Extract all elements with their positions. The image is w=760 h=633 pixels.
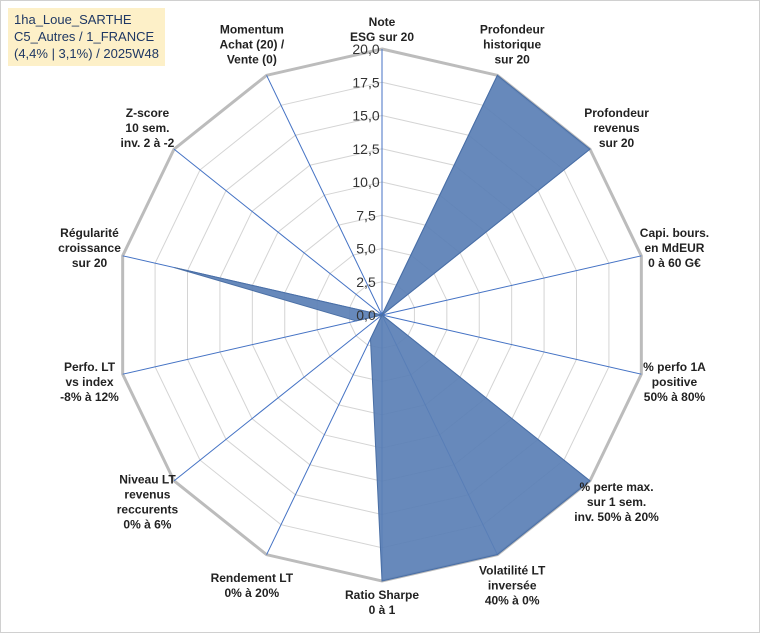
axis-label-line: Volatilité LT bbox=[479, 563, 546, 577]
axis-label-line: Niveau LT bbox=[119, 473, 176, 487]
axis-label-line: 10 sem. bbox=[125, 121, 169, 135]
axis-label-line: Profondeur bbox=[584, 106, 649, 120]
axis-label: Rendement LT0% à 20% bbox=[211, 571, 294, 600]
tick-label: 20,0 bbox=[352, 41, 379, 57]
axis-label-line: Note bbox=[369, 15, 396, 29]
tick-label: 12,5 bbox=[352, 141, 379, 157]
axis-label-line: Capi. bours. bbox=[640, 226, 709, 240]
radar-tick-labels: 0,0 2,5 5,0 7,5 10,0 12,5 15,0 17,5 20,0 bbox=[352, 41, 379, 323]
axis-label-line: Profondeur bbox=[480, 23, 545, 37]
axis-label-line: inversée bbox=[488, 578, 537, 592]
axis-label-line: Vente (0) bbox=[227, 53, 277, 67]
info-line-stats: (4,4% | 3,1%) / 2025W48 bbox=[14, 46, 160, 61]
tick-label: 15,0 bbox=[352, 108, 379, 124]
axis-label-line: sur 20 bbox=[494, 53, 530, 67]
axis-label-line: historique bbox=[483, 38, 541, 52]
axis-spoke bbox=[266, 75, 383, 316]
axis-spoke bbox=[173, 148, 383, 316]
axis-label-line: -8% à 12% bbox=[60, 390, 119, 404]
axis-label-line: en MdEUR bbox=[644, 241, 704, 255]
tick-label: 17,5 bbox=[352, 74, 379, 90]
fund-info-box: 1ha_Loue_SARTHE C5_Autres / 1_FRANCE (4,… bbox=[8, 8, 166, 66]
axis-label-line: ESG sur 20 bbox=[350, 30, 414, 44]
axis-label-line: 0 à 60 G€ bbox=[648, 256, 701, 270]
axis-label-line: 0% à 6% bbox=[123, 518, 171, 532]
tick-label: 5,0 bbox=[356, 241, 376, 257]
axis-label-line: 40% à 0% bbox=[485, 593, 540, 607]
tick-label: 2,5 bbox=[356, 274, 376, 290]
info-line-name: 1ha_Loue_SARTHE bbox=[14, 12, 132, 27]
axis-label-line: Perfo. LT bbox=[64, 360, 116, 374]
axis-label-line: 50% à 80% bbox=[644, 390, 706, 404]
axis-spoke bbox=[122, 314, 383, 375]
axis-label-line: % perfo 1A bbox=[643, 360, 706, 374]
axis-spoke bbox=[266, 314, 383, 555]
axis-label-line: % perte max. bbox=[580, 480, 654, 494]
axis-label-line: revenus bbox=[594, 121, 640, 135]
axis-label-line: Régularité bbox=[60, 226, 119, 240]
axis-label-line: Momentum bbox=[220, 23, 284, 37]
tick-label: 10,0 bbox=[352, 174, 379, 190]
axis-label-line: croissance bbox=[58, 241, 121, 255]
axis-label-line: inv. 50% à 20% bbox=[574, 510, 659, 524]
axis-spoke bbox=[173, 314, 383, 482]
axis-label: % perte max.sur 1 sem.inv. 50% à 20% bbox=[574, 480, 659, 524]
axis-label-line: 0 à 1 bbox=[369, 603, 396, 617]
axis-label-line: Z-score bbox=[126, 106, 170, 120]
tick-label: 7,5 bbox=[356, 207, 376, 223]
axis-label-line: sur 1 sem. bbox=[587, 495, 646, 509]
axis-label-line: 0% à 20% bbox=[224, 586, 279, 600]
axis-label-line: revenus bbox=[124, 488, 170, 502]
series-area bbox=[174, 74, 591, 582]
axis-label-line: positive bbox=[652, 375, 698, 389]
axis-label-line: inv. 2 à -2 bbox=[121, 136, 175, 150]
axis-spoke bbox=[381, 255, 642, 316]
axis-label-line: Achat (20) / bbox=[219, 38, 284, 52]
axis-spoke bbox=[381, 314, 642, 375]
axis-label-line: sur 20 bbox=[72, 256, 108, 270]
axis-label-line: sur 20 bbox=[599, 136, 635, 150]
radar-series bbox=[174, 74, 591, 582]
axis-label-line: vs index bbox=[66, 375, 114, 389]
axis-label-line: reccurents bbox=[117, 503, 179, 517]
axis-label-line: Ratio Sharpe bbox=[345, 588, 419, 602]
info-line-category: C5_Autres / 1_FRANCE bbox=[14, 29, 155, 44]
axis-label-line: Rendement LT bbox=[211, 571, 294, 585]
tick-label: 0,0 bbox=[356, 307, 376, 323]
